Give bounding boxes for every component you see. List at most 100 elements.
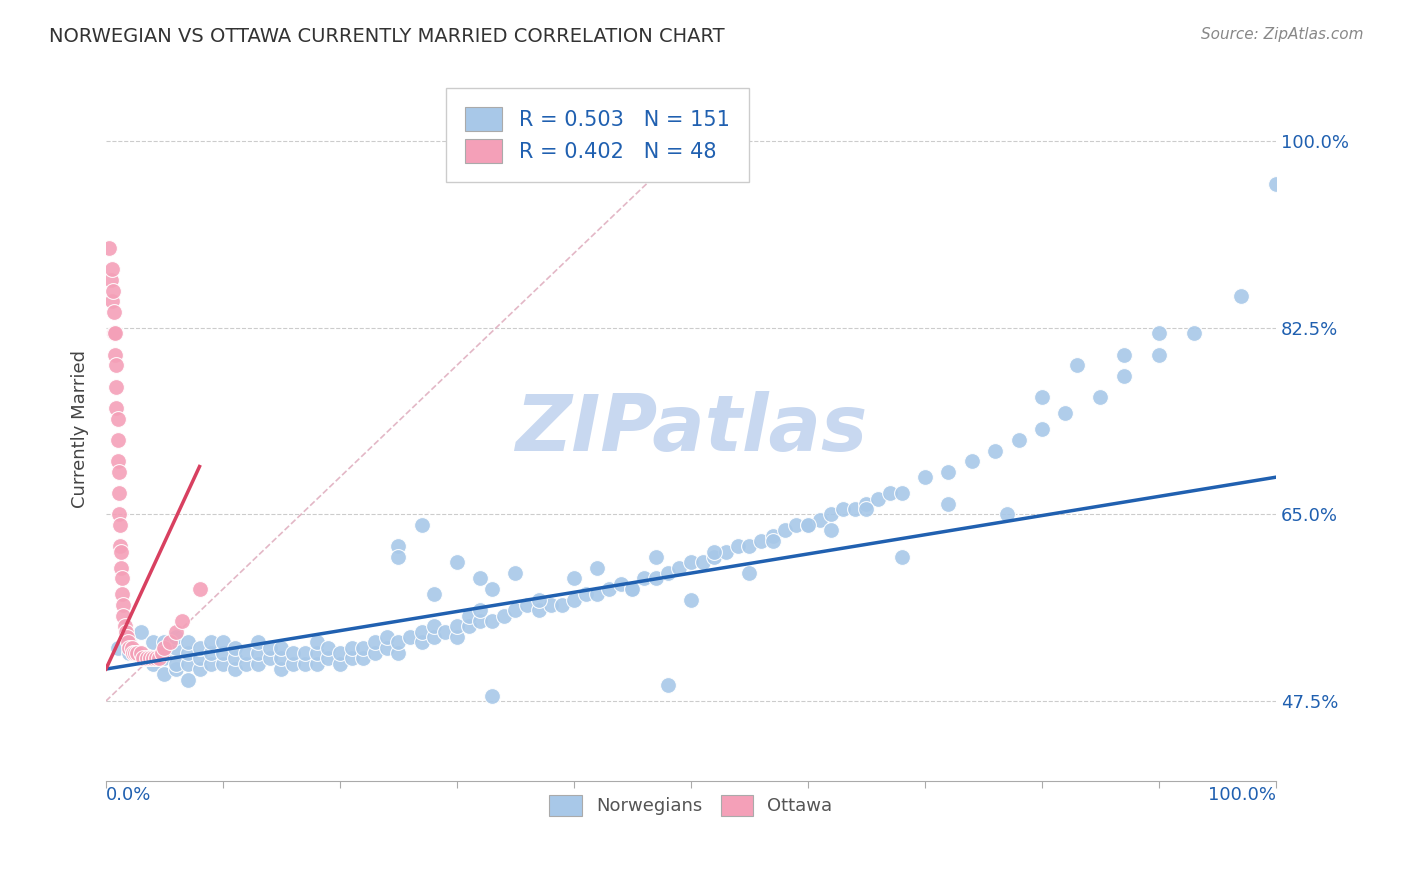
Point bbox=[340, 651, 363, 665]
Point bbox=[212, 646, 235, 660]
Point bbox=[103, 305, 125, 319]
Point bbox=[200, 657, 222, 671]
Point bbox=[387, 540, 409, 554]
Point bbox=[159, 635, 181, 649]
Point bbox=[98, 241, 121, 255]
Point bbox=[118, 635, 141, 649]
Point bbox=[540, 598, 562, 612]
Point bbox=[633, 571, 655, 585]
Point bbox=[121, 646, 143, 660]
Point bbox=[124, 646, 146, 660]
Point bbox=[820, 508, 842, 522]
Point bbox=[132, 651, 155, 665]
Point bbox=[108, 518, 131, 533]
Point bbox=[844, 502, 866, 516]
Point bbox=[879, 486, 901, 500]
Point bbox=[107, 486, 129, 500]
Point bbox=[107, 640, 129, 655]
Point bbox=[375, 640, 398, 655]
Point bbox=[995, 508, 1018, 522]
Point bbox=[984, 443, 1007, 458]
Point bbox=[1147, 348, 1170, 362]
Point bbox=[117, 635, 139, 649]
Point bbox=[259, 640, 281, 655]
Point bbox=[586, 587, 609, 601]
Point bbox=[773, 524, 796, 538]
Point bbox=[111, 587, 134, 601]
Point bbox=[505, 603, 527, 617]
Point bbox=[457, 608, 479, 623]
Point bbox=[492, 608, 515, 623]
Point bbox=[470, 603, 492, 617]
Point bbox=[364, 646, 387, 660]
Point bbox=[305, 657, 328, 671]
Point bbox=[105, 401, 128, 415]
Point bbox=[575, 587, 598, 601]
Point bbox=[914, 470, 936, 484]
Point bbox=[387, 550, 409, 565]
Point bbox=[481, 614, 503, 628]
Point bbox=[714, 545, 737, 559]
Point bbox=[110, 545, 132, 559]
Point bbox=[562, 592, 585, 607]
Point bbox=[105, 358, 128, 372]
Point bbox=[200, 646, 222, 660]
Point bbox=[100, 294, 122, 309]
Point bbox=[316, 651, 339, 665]
Point bbox=[212, 635, 235, 649]
Point bbox=[703, 550, 725, 565]
Point bbox=[738, 566, 761, 581]
Point bbox=[135, 651, 157, 665]
Point bbox=[281, 646, 304, 660]
Point bbox=[118, 640, 141, 655]
Point bbox=[657, 566, 679, 581]
Point bbox=[329, 646, 352, 660]
Point bbox=[118, 646, 141, 660]
Point bbox=[142, 635, 165, 649]
Point bbox=[621, 582, 644, 596]
Point bbox=[446, 619, 468, 633]
Point bbox=[422, 619, 444, 633]
Point bbox=[305, 646, 328, 660]
Point bbox=[352, 651, 374, 665]
Legend: Norwegians, Ottawa: Norwegians, Ottawa bbox=[540, 786, 842, 825]
Text: ZIPatlas: ZIPatlas bbox=[515, 392, 868, 467]
Point bbox=[738, 540, 761, 554]
Point bbox=[855, 502, 877, 516]
Point bbox=[727, 540, 749, 554]
Point bbox=[797, 518, 820, 533]
Point bbox=[105, 379, 128, 393]
Point bbox=[114, 624, 136, 639]
Point bbox=[679, 592, 702, 607]
Point bbox=[470, 614, 492, 628]
Point bbox=[586, 561, 609, 575]
Point bbox=[1031, 390, 1053, 404]
Point bbox=[1230, 289, 1253, 303]
Point bbox=[139, 651, 162, 665]
Point bbox=[481, 582, 503, 596]
Point bbox=[107, 433, 129, 447]
Point bbox=[808, 513, 831, 527]
Point bbox=[762, 534, 785, 549]
Point bbox=[170, 614, 193, 628]
Point bbox=[270, 662, 292, 676]
Point bbox=[340, 640, 363, 655]
Point bbox=[112, 598, 135, 612]
Point bbox=[165, 624, 187, 639]
Point bbox=[470, 571, 492, 585]
Point bbox=[936, 465, 959, 479]
Point bbox=[820, 524, 842, 538]
Point bbox=[644, 550, 666, 565]
Point bbox=[890, 550, 912, 565]
Point bbox=[129, 651, 152, 665]
Point bbox=[868, 491, 890, 506]
Point bbox=[108, 540, 131, 554]
Point bbox=[1182, 326, 1205, 341]
Point bbox=[188, 651, 211, 665]
Point bbox=[235, 646, 257, 660]
Point bbox=[1031, 422, 1053, 436]
Point bbox=[247, 657, 270, 671]
Point bbox=[411, 518, 433, 533]
Point bbox=[657, 678, 679, 692]
Point bbox=[107, 454, 129, 468]
